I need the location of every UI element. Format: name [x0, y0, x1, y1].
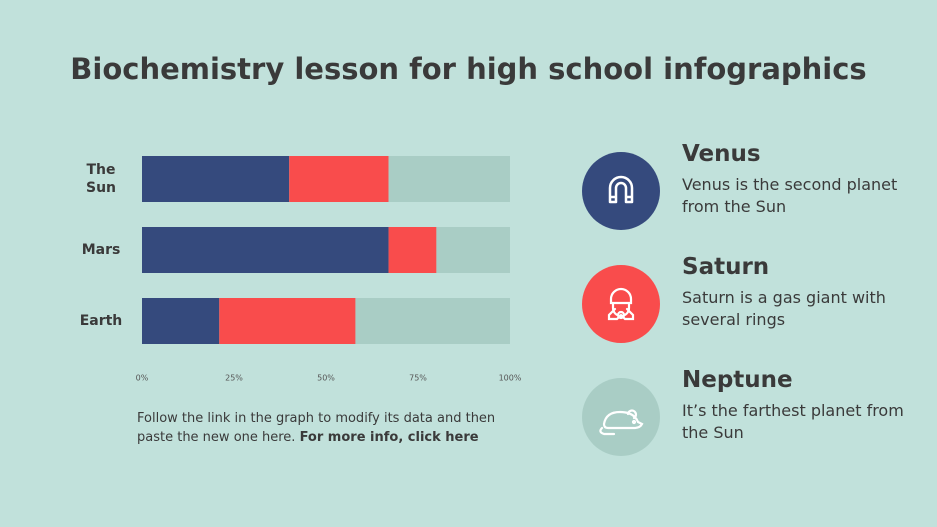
item-text: Venus is the second planet from the Sun — [682, 175, 898, 216]
icon — [582, 265, 660, 343]
icon — [582, 378, 660, 456]
x-tick-label: 50% — [317, 374, 335, 383]
bar-segment — [219, 298, 356, 344]
bar-segment — [142, 156, 290, 202]
item-title: Saturn — [682, 254, 770, 280]
chart: 0% 25% 50% 75% 100% — [136, 156, 522, 383]
title: Biochemistry lesson for high school info… — [70, 52, 867, 86]
bar-segment — [142, 298, 220, 344]
bar-segment — [388, 227, 437, 273]
x-tick-label: 25% — [225, 374, 243, 383]
item: Venus Venus is the second planet from th… — [582, 141, 922, 232]
item: Saturn Saturn is a gas giant with severa… — [582, 254, 922, 345]
x-tick-label: 75% — [409, 374, 427, 383]
item-text: It’s the farthest planet from the Sun — [682, 401, 904, 442]
item-text: Saturn is a gas giant with several rings — [682, 288, 886, 329]
note-link[interactable]: For more info, click here — [299, 430, 479, 445]
bar-segment — [289, 156, 389, 202]
bar-segment — [355, 298, 510, 344]
category-label: Earth — [79, 313, 123, 329]
bar-segment — [388, 156, 510, 202]
item-title: Neptune — [682, 367, 793, 393]
bar-segment — [142, 227, 389, 273]
x-tick-label: 0% — [136, 374, 149, 383]
icon — [582, 152, 660, 230]
x-tick-label: 100% — [499, 374, 522, 383]
item-title: Venus — [682, 141, 761, 167]
bar-segment — [436, 227, 510, 273]
category-label: Mars — [81, 242, 121, 258]
category-label: The Sun — [85, 162, 117, 196]
note-text: Follow the link in the graph to modify i… — [137, 411, 496, 445]
item: Neptune It’s the farthest planet from th… — [582, 367, 922, 458]
note: Follow the link in the graph to modify i… — [137, 409, 517, 447]
